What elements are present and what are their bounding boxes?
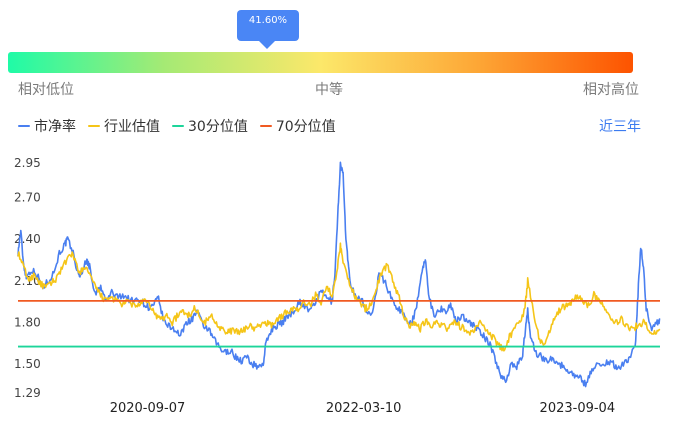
legend-item-p70[interactable]: 70分位值 [259,116,336,136]
y-tick-label: 2.10 [14,274,41,288]
y-tick-label: 1.29 [14,386,41,400]
chart-legend: 市净率 行业估值 30分位值 70分位值 [18,116,336,136]
gauge-label-high: 相对高位 [583,82,639,98]
legend-swatch-industry [88,125,100,127]
legend-label-industry: 行业估值 [104,119,160,135]
y-tick-label: 2.70 [14,191,41,205]
legend-label-pb: 市净率 [34,119,76,135]
percentile-value: 41.60% [248,15,288,26]
legend-label-p70: 70分位值 [275,119,336,135]
gauge-label-low: 相对低位 [18,82,74,98]
x-tick-label: 2020-09-07 [110,401,186,416]
y-tick-label: 1.50 [14,357,41,371]
legend-item-industry[interactable]: 行业估值 [88,116,160,136]
y-tick-label: 2.95 [14,156,41,170]
percentile-tooltip: 41.60% [237,10,299,49]
legend-swatch-p70 [259,125,272,127]
legend-swatch-pb [18,125,30,127]
series-line-pb [17,161,661,388]
gauge-label-mid: 中等 [315,82,343,98]
x-tick-label: 2022-03-10 [326,401,402,416]
legend-item-pb[interactable]: 市净率 [18,116,76,136]
y-tick-label: 1.80 [14,315,41,329]
series-line-industry [17,242,661,352]
legend-label-p30: 30分位值 [188,119,248,135]
y-tick-label: 2.40 [14,232,41,246]
range-selector-three-years[interactable]: 近三年 [599,119,641,135]
legend-swatch-p30 [172,125,184,127]
percentile-gauge-bar [8,52,633,73]
legend-item-p30[interactable]: 30分位值 [172,116,248,136]
x-tick-label: 2023-09-04 [540,401,616,416]
